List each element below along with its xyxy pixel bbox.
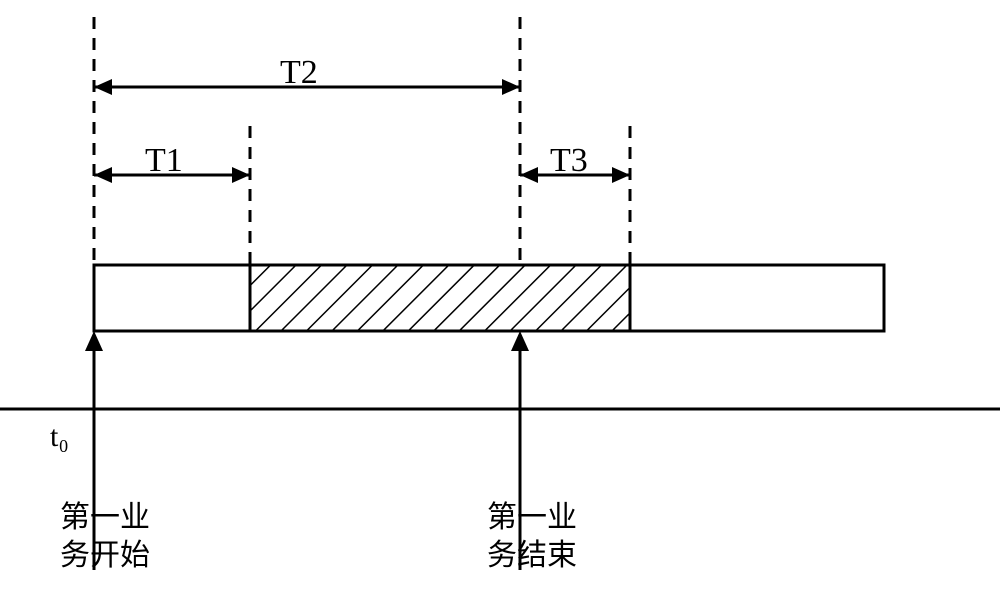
label-start-line2: 务开始 bbox=[60, 530, 150, 574]
label-t2: T2 bbox=[280, 54, 318, 92]
label-t3: T3 bbox=[550, 142, 588, 180]
label-end-line2: 务结束 bbox=[487, 530, 577, 574]
label-t0: t₀ bbox=[50, 420, 69, 454]
timing-diagram: T2 T1 T3 t₀ 第一业 务开始 第一业 务结束 bbox=[0, 0, 1000, 601]
label-t1: T1 bbox=[145, 142, 183, 180]
